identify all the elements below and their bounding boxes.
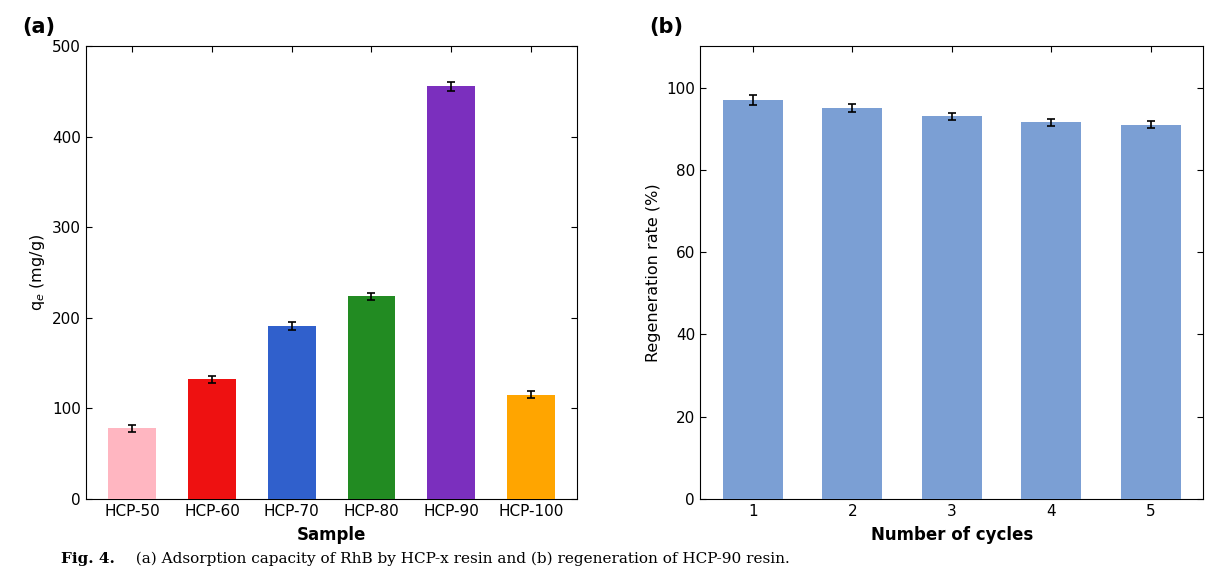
Text: Fig. 4.: Fig. 4. [61, 552, 115, 565]
Bar [723, 100, 782, 499]
Bar [108, 428, 156, 499]
Bar [1022, 122, 1081, 499]
Y-axis label: Regeneration rate (%): Regeneration rate (%) [646, 183, 661, 362]
Bar [823, 108, 882, 499]
Text: (a): (a) [22, 17, 55, 37]
X-axis label: Sample: Sample [297, 525, 366, 543]
Text: (a) Adsorption capacity of RhB by HCP-x resin and (b) regeneration of HCP-90 res: (a) Adsorption capacity of RhB by HCP-x … [126, 551, 791, 566]
Bar [427, 86, 475, 499]
Text: (b): (b) [650, 17, 684, 37]
Bar [507, 395, 555, 499]
Bar [268, 326, 316, 499]
Bar [1121, 125, 1180, 499]
Bar [188, 379, 236, 499]
Bar [348, 296, 395, 499]
X-axis label: Number of cycles: Number of cycles [871, 525, 1033, 543]
Y-axis label: q$_e$ (mg/g): q$_e$ (mg/g) [27, 234, 47, 311]
Bar [922, 117, 981, 499]
